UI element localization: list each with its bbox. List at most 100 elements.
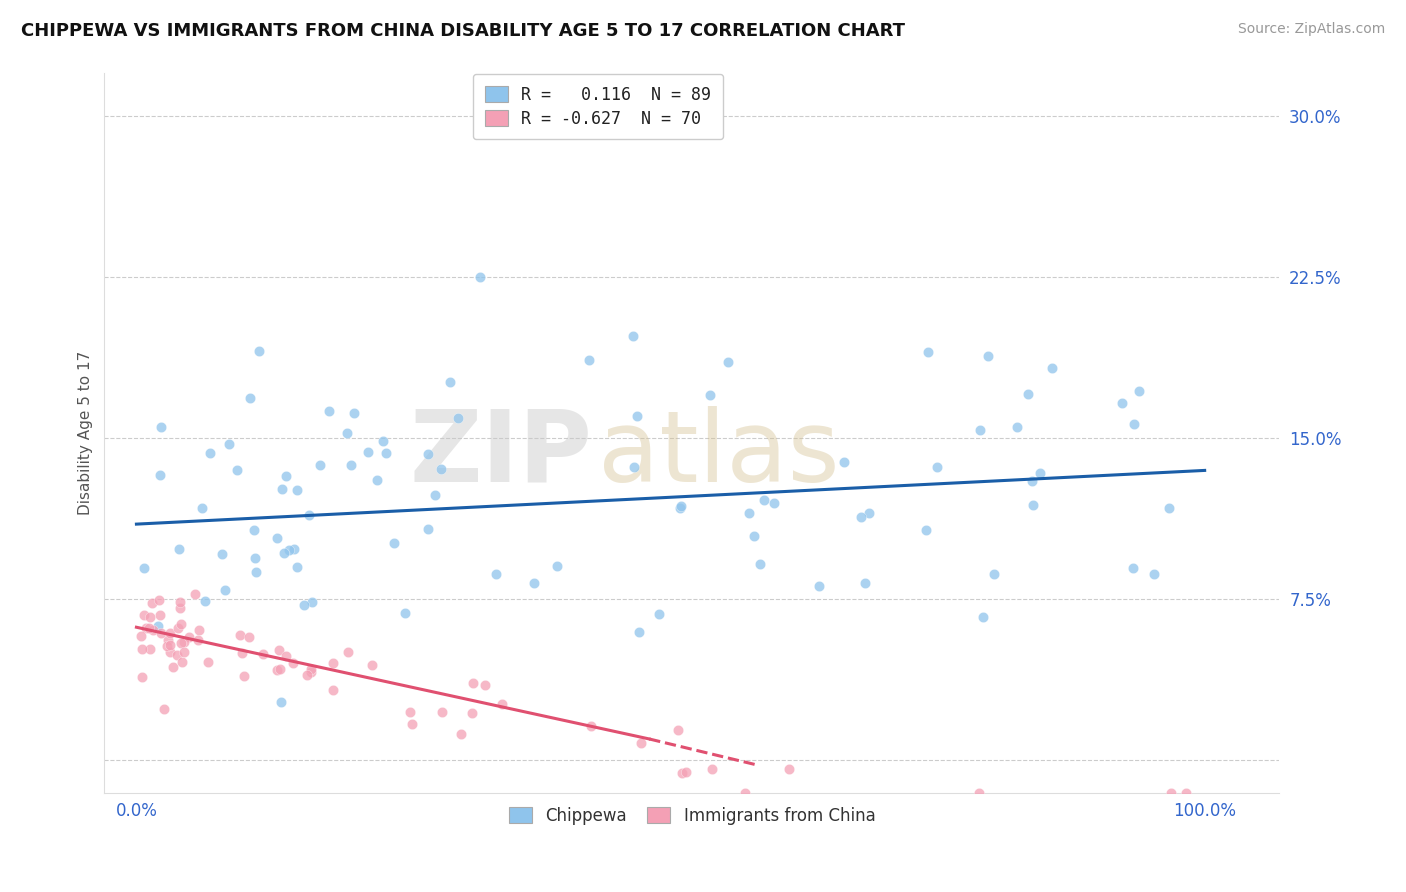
Point bbox=[150, 625, 173, 640]
Point bbox=[218, 437, 240, 451]
Point bbox=[762, 495, 785, 509]
Point bbox=[173, 645, 195, 659]
Point bbox=[283, 541, 305, 556]
Point bbox=[159, 645, 181, 659]
Point bbox=[278, 543, 301, 558]
Point bbox=[1021, 498, 1043, 512]
Point bbox=[148, 593, 170, 607]
Point bbox=[969, 424, 991, 438]
Point bbox=[336, 426, 359, 441]
Point bbox=[621, 328, 644, 343]
Point bbox=[169, 636, 191, 650]
Point bbox=[131, 670, 153, 684]
Point bbox=[184, 587, 207, 601]
Point bbox=[578, 353, 600, 368]
Point bbox=[983, 567, 1005, 582]
Point bbox=[298, 508, 321, 523]
Point bbox=[159, 625, 181, 640]
Point bbox=[131, 642, 153, 657]
Point bbox=[179, 630, 201, 644]
Point bbox=[274, 649, 297, 664]
Point bbox=[266, 531, 288, 545]
Point bbox=[623, 460, 645, 475]
Point bbox=[157, 632, 180, 647]
Point bbox=[849, 510, 872, 524]
Point bbox=[423, 488, 446, 502]
Point bbox=[675, 764, 697, 779]
Point bbox=[399, 705, 422, 719]
Point bbox=[450, 727, 472, 741]
Point bbox=[702, 762, 724, 776]
Point bbox=[917, 345, 939, 359]
Point bbox=[285, 483, 308, 497]
Point bbox=[485, 566, 508, 581]
Point bbox=[853, 576, 876, 591]
Point bbox=[1122, 417, 1144, 431]
Point bbox=[371, 434, 394, 448]
Point bbox=[170, 655, 193, 669]
Point bbox=[343, 406, 366, 420]
Point bbox=[361, 658, 384, 673]
Point bbox=[626, 409, 648, 423]
Point bbox=[322, 657, 344, 671]
Text: Source: ZipAtlas.com: Source: ZipAtlas.com bbox=[1237, 22, 1385, 37]
Point bbox=[375, 446, 398, 460]
Point bbox=[778, 762, 800, 776]
Point bbox=[149, 608, 172, 623]
Point bbox=[167, 621, 190, 635]
Point bbox=[468, 269, 491, 284]
Point bbox=[1017, 387, 1039, 401]
Point bbox=[491, 697, 513, 711]
Point bbox=[546, 559, 568, 574]
Point bbox=[1111, 396, 1133, 410]
Point bbox=[523, 575, 546, 590]
Point bbox=[322, 683, 344, 698]
Point bbox=[318, 403, 340, 417]
Point bbox=[669, 501, 692, 516]
Point bbox=[738, 506, 761, 520]
Point bbox=[285, 559, 308, 574]
Legend: Chippewa, Immigrants from China: Chippewa, Immigrants from China bbox=[499, 797, 886, 835]
Point bbox=[430, 462, 453, 476]
Point bbox=[231, 646, 253, 660]
Point bbox=[1128, 384, 1150, 399]
Point bbox=[138, 642, 160, 657]
Text: atlas: atlas bbox=[598, 406, 839, 503]
Point bbox=[366, 473, 388, 487]
Point bbox=[245, 565, 267, 579]
Point bbox=[135, 621, 157, 635]
Point bbox=[141, 596, 163, 610]
Point bbox=[1040, 360, 1063, 375]
Point bbox=[156, 640, 179, 654]
Point bbox=[197, 655, 219, 669]
Point bbox=[474, 678, 496, 692]
Point bbox=[148, 468, 170, 483]
Point bbox=[927, 460, 949, 475]
Point bbox=[972, 610, 994, 624]
Point bbox=[717, 355, 740, 369]
Point bbox=[167, 542, 190, 557]
Point bbox=[188, 624, 211, 638]
Point bbox=[242, 523, 264, 537]
Point bbox=[808, 579, 831, 593]
Point bbox=[1175, 786, 1198, 800]
Point bbox=[301, 595, 323, 609]
Point bbox=[238, 631, 260, 645]
Text: ZIP: ZIP bbox=[409, 406, 592, 503]
Point bbox=[247, 344, 270, 359]
Point bbox=[1121, 561, 1143, 575]
Point bbox=[1143, 567, 1166, 582]
Point bbox=[232, 669, 254, 683]
Point bbox=[191, 500, 214, 515]
Point bbox=[270, 695, 292, 709]
Point bbox=[299, 665, 322, 679]
Point bbox=[439, 376, 461, 390]
Point bbox=[967, 786, 990, 800]
Point bbox=[394, 606, 416, 620]
Point bbox=[270, 482, 292, 496]
Point bbox=[1021, 475, 1043, 489]
Point bbox=[630, 736, 652, 750]
Point bbox=[430, 705, 453, 719]
Point bbox=[579, 719, 602, 733]
Point bbox=[744, 529, 766, 543]
